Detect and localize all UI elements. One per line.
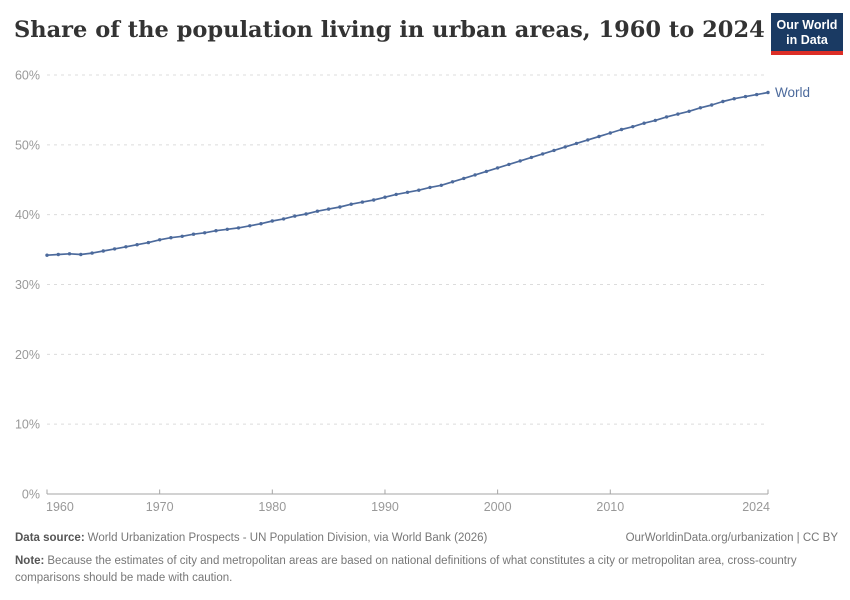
data-point-marker xyxy=(664,115,669,119)
x-axis-label: 1970 xyxy=(146,500,174,514)
x-axis-label: 1960 xyxy=(46,500,74,514)
data-source-label: Data source: xyxy=(15,532,85,544)
data-point-marker xyxy=(642,121,646,125)
x-axis-label: 2024 xyxy=(742,500,770,514)
data-point-marker xyxy=(45,253,49,257)
data-point-marker xyxy=(417,188,421,192)
data-point-marker xyxy=(541,152,545,156)
y-axis-label: 30% xyxy=(15,278,40,292)
data-point-marker xyxy=(236,226,241,230)
note-label: Note: xyxy=(15,555,45,567)
owid-logo-line-2: in Data xyxy=(786,33,828,47)
data-point-marker xyxy=(101,249,106,253)
data-point-marker xyxy=(586,138,590,142)
data-point-marker xyxy=(721,99,725,104)
data-point-marker xyxy=(270,219,274,223)
x-axis-label: 2000 xyxy=(484,500,512,514)
data-point-marker xyxy=(608,131,612,135)
chart-title: Share of the population living in urban … xyxy=(14,17,765,43)
footer: Data source: World Urbanization Prospects… xyxy=(15,531,838,586)
note-text: Because the estimates of city and metrop… xyxy=(15,555,797,584)
data-point-marker xyxy=(631,125,635,129)
data-point-marker xyxy=(563,145,567,149)
data-source-text: World Urbanization Prospects - UN Popula… xyxy=(87,532,488,544)
data-point-marker xyxy=(619,127,624,132)
data-point-marker xyxy=(304,212,308,216)
data-point-marker xyxy=(281,217,286,221)
data-point-marker xyxy=(349,202,353,206)
series-label-world[interactable]: World xyxy=(775,85,810,100)
data-point-marker xyxy=(518,159,522,163)
data-point-marker xyxy=(79,252,83,257)
data-point-marker xyxy=(755,92,759,97)
data-point-marker xyxy=(158,238,162,242)
data-point-marker xyxy=(687,109,691,114)
note: Note: Because the estimates of city and m… xyxy=(15,553,815,586)
y-axis-label: 60% xyxy=(15,69,40,83)
data-point-marker xyxy=(293,214,297,218)
data-point-marker xyxy=(146,240,151,245)
data-point-marker xyxy=(597,134,601,139)
data-point-marker xyxy=(394,192,398,197)
data-point-marker xyxy=(428,185,432,190)
data-source-line: Data source: World Urbanization Prospects… xyxy=(15,531,487,546)
x-axis-label: 1980 xyxy=(258,500,286,514)
y-axis-label: 50% xyxy=(15,138,40,152)
data-point-marker xyxy=(203,231,207,235)
world-line xyxy=(46,91,769,257)
data-point-marker xyxy=(383,195,387,199)
data-point-marker xyxy=(710,103,714,107)
data-point-marker xyxy=(180,234,184,238)
data-point-marker xyxy=(225,227,229,231)
data-point-marker xyxy=(473,173,477,177)
data-point-marker xyxy=(405,190,410,194)
y-axis-label: 10% xyxy=(15,418,40,432)
data-point-marker xyxy=(315,209,320,213)
data-point-marker xyxy=(360,200,365,204)
owid-logo-line-1: Our World xyxy=(776,18,838,32)
data-point-marker xyxy=(90,251,94,255)
data-point-marker xyxy=(439,183,443,187)
data-point-marker xyxy=(56,252,60,257)
attribution: OurWorldinData.org/urbanization | CC BY xyxy=(625,532,838,544)
data-point-marker xyxy=(766,90,770,95)
data-point-marker xyxy=(462,176,466,181)
data-point-marker xyxy=(495,166,500,170)
data-point-marker xyxy=(135,243,139,247)
data-point-marker xyxy=(326,207,331,211)
data-point-marker xyxy=(372,198,376,202)
data-point-marker xyxy=(67,252,72,256)
y-axis-label: 0% xyxy=(22,488,40,502)
data-point-marker xyxy=(507,162,511,167)
data-point-marker xyxy=(698,106,703,110)
data-point-marker xyxy=(214,229,218,233)
data-point-marker xyxy=(248,224,252,228)
data-point-marker xyxy=(338,205,342,209)
data-point-marker xyxy=(552,148,556,153)
data-point-marker xyxy=(450,180,455,184)
data-point-marker xyxy=(676,112,680,116)
y-axis-label: 20% xyxy=(15,348,40,362)
data-point-marker xyxy=(653,118,657,123)
data-point-marker xyxy=(169,236,173,240)
data-point-marker xyxy=(529,155,534,160)
data-point-marker xyxy=(259,222,263,226)
data-point-marker xyxy=(732,97,736,101)
data-point-marker xyxy=(743,94,748,99)
data-point-marker xyxy=(191,232,196,236)
x-axis-label: 1990 xyxy=(371,500,399,514)
y-axis-label: 40% xyxy=(15,208,40,222)
data-point-marker xyxy=(112,247,117,251)
data-point-marker xyxy=(124,245,128,249)
data-point-marker xyxy=(574,141,579,146)
x-axis-label: 2010 xyxy=(596,500,624,514)
data-point-marker xyxy=(484,169,489,174)
owid-logo[interactable]: Our World in Data xyxy=(771,13,843,55)
